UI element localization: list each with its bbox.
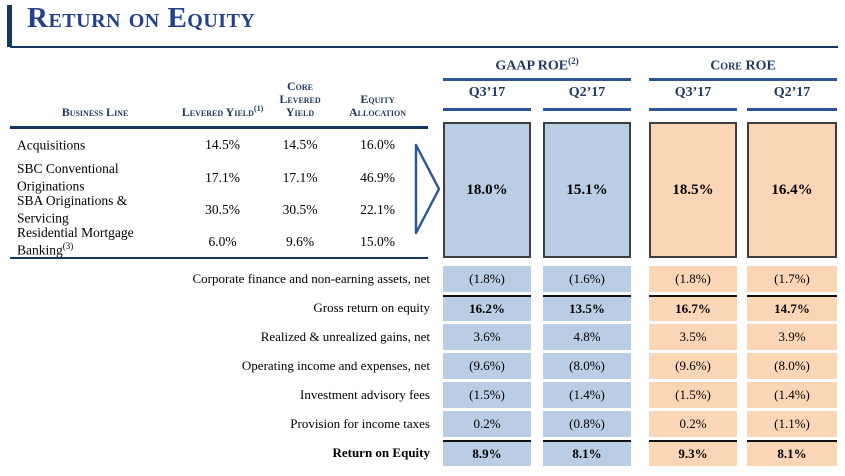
core-levered-yield-value: 14.5% xyxy=(282,137,318,152)
recon-value-gaap-q3: (1.5%) xyxy=(443,382,531,408)
equity-allocation-value: 22.1% xyxy=(360,201,395,217)
recon-value-core-q2: (1.4%) xyxy=(747,382,837,408)
quarter-header-gaap-q3: Q3’17 xyxy=(468,85,506,100)
table-top-rule xyxy=(10,126,428,129)
recon-value-core-q2: (1.7%) xyxy=(747,266,837,292)
flow-arrow-icon xyxy=(414,143,441,235)
recon-row-advisory-fees: Investment advisory fees (1.5%) (1.4%) (… xyxy=(0,382,845,408)
equity-allocation-value: 16.0% xyxy=(360,137,395,152)
title-accent-bar xyxy=(7,5,12,47)
levered-yield-value: 17.1% xyxy=(205,169,240,185)
business-line-label: Acquisitions xyxy=(17,137,86,153)
recon-value-gaap-q3: (9.6%) xyxy=(443,353,531,379)
roe-reconciliation: Corporate finance and non-earning assets… xyxy=(0,266,845,469)
recon-value-core-q2: (1.1%) xyxy=(747,411,837,437)
business-line-label: SBA Originations & Servicing xyxy=(17,193,128,226)
recon-row-corporate-finance: Corporate finance and non-earning assets… xyxy=(0,266,845,292)
recon-value-core-q2: (8.0%) xyxy=(747,353,837,379)
recon-row-realized-gains: Realized & unrealized gains, net 3.6% 4.… xyxy=(0,324,845,350)
recon-value-gaap-q3: 3.6% xyxy=(443,324,531,350)
column-header-equity-allocation: Equity Allocation xyxy=(349,92,406,119)
group-underline xyxy=(649,78,837,81)
recon-value-core-q3: 0.2% xyxy=(649,411,737,437)
group-header-core-roe: Core ROE xyxy=(710,58,776,74)
recon-value-gaap-q3: 0.2% xyxy=(443,411,531,437)
quarter-header-gaap-q2: Q2’17 xyxy=(568,85,606,100)
recon-value-core-q3: 3.5% xyxy=(649,324,737,350)
table-row: Residential Mortgage Banking(3) 6.0% 9.6… xyxy=(10,225,428,258)
business-line-label: Residential Mortgage Banking(3) xyxy=(17,225,134,258)
recon-value-core-q3: (1.8%) xyxy=(649,266,737,292)
recon-row-label: Gross return on equity xyxy=(313,300,430,315)
recon-row-label: Operating income and expenses, net xyxy=(241,358,430,373)
equity-allocation-value: 46.9% xyxy=(360,169,395,185)
recon-value-gaap-q3: 16.2% xyxy=(443,295,531,321)
recon-value-core-q2: 8.1% xyxy=(747,440,837,466)
recon-value-gaap-q2: 13.5% xyxy=(543,295,631,321)
table-row: SBC Conventional Originations 17.1% 17.1… xyxy=(10,161,428,194)
recon-value-core-q2: 14.7% xyxy=(747,295,837,321)
recon-row-label: Corporate finance and non-earning assets… xyxy=(192,271,430,286)
recon-value-gaap-q3: 8.9% xyxy=(443,440,531,466)
levered-yield-value: 30.5% xyxy=(205,201,240,217)
table-row: SBA Originations & Servicing 30.5% 30.5%… xyxy=(10,193,428,226)
roe-box-gaap-q2: 15.1% xyxy=(543,122,631,258)
footnote-marker: (3) xyxy=(62,241,74,251)
core-levered-yield-value: 17.1% xyxy=(282,169,318,185)
quarter-underline xyxy=(543,108,631,111)
column-header-levered-yield: Levered Yield(1) xyxy=(181,104,264,119)
equity-allocation-value: 15.0% xyxy=(360,233,395,249)
business-line-table-header: Business Line Levered Yield(1) Core Leve… xyxy=(10,68,428,124)
quarter-underline xyxy=(649,108,737,111)
roe-box-gaap-q3: 18.0% xyxy=(443,122,531,258)
column-header-core-levered-yield: Core Levered Yield xyxy=(279,79,321,119)
roe-box-core-q2: 16.4% xyxy=(747,122,837,258)
group-underline xyxy=(443,78,631,81)
recon-row-label: Investment advisory fees xyxy=(300,387,430,402)
core-levered-yield-value: 30.5% xyxy=(282,201,318,217)
recon-row-label: Realized & unrealized gains, net xyxy=(260,329,430,344)
recon-row-label: Provision for income taxes xyxy=(290,416,430,431)
recon-value-gaap-q2: (8.0%) xyxy=(543,353,631,379)
levered-yield-value: 14.5% xyxy=(205,137,240,152)
table-row: Acquisitions 14.5% 14.5% 16.0% xyxy=(10,129,428,161)
recon-value-gaap-q2: 8.1% xyxy=(543,440,631,466)
recon-value-gaap-q2: 4.8% xyxy=(543,324,631,350)
recon-value-gaap-q2: (1.6%) xyxy=(543,266,631,292)
footnote-marker: (1) xyxy=(253,104,264,113)
column-header-business-line: Business Line xyxy=(61,105,129,119)
recon-value-core-q3: (9.6%) xyxy=(649,353,737,379)
title-underline xyxy=(10,46,838,48)
roe-box-core-q3: 18.5% xyxy=(649,122,737,258)
business-line-label: SBC Conventional Originations xyxy=(17,161,119,194)
recon-value-core-q3: 9.3% xyxy=(649,440,737,466)
recon-row-operating-income: Operating income and expenses, net (9.6%… xyxy=(0,353,845,379)
group-header-gaap-roe: GAAP ROE(2) xyxy=(495,56,579,74)
levered-yield-value: 6.0% xyxy=(208,233,237,249)
recon-row-return-on-equity: Return on Equity 8.9% 8.1% 9.3% 8.1% xyxy=(0,440,845,466)
page-title: Return on Equity xyxy=(27,2,256,34)
recon-value-core-q3: 16.7% xyxy=(649,295,737,321)
recon-value-gaap-q3: (1.8%) xyxy=(443,266,531,292)
quarter-underline xyxy=(747,108,837,111)
recon-value-gaap-q2: (0.8%) xyxy=(543,411,631,437)
business-line-table: Acquisitions 14.5% 14.5% 16.0% SBC Conve… xyxy=(10,129,428,258)
core-levered-yield-value: 9.6% xyxy=(285,233,315,249)
recon-value-gaap-q2: (1.4%) xyxy=(543,382,631,408)
quarter-underline xyxy=(443,108,531,111)
table-bottom-rule xyxy=(10,257,428,259)
recon-row-gross-return: Gross return on equity 16.2% 13.5% 16.7%… xyxy=(0,295,845,321)
recon-value-core-q2: 3.9% xyxy=(747,324,837,350)
recon-row-income-taxes: Provision for income taxes 0.2% (0.8%) 0… xyxy=(0,411,845,437)
quarter-header-core-q3: Q3’17 xyxy=(674,85,712,100)
recon-value-core-q3: (1.5%) xyxy=(649,382,737,408)
footnote-marker: (2) xyxy=(568,56,579,66)
recon-row-label: Return on Equity xyxy=(332,445,430,460)
quarter-header-core-q2: Q2’17 xyxy=(773,85,811,100)
